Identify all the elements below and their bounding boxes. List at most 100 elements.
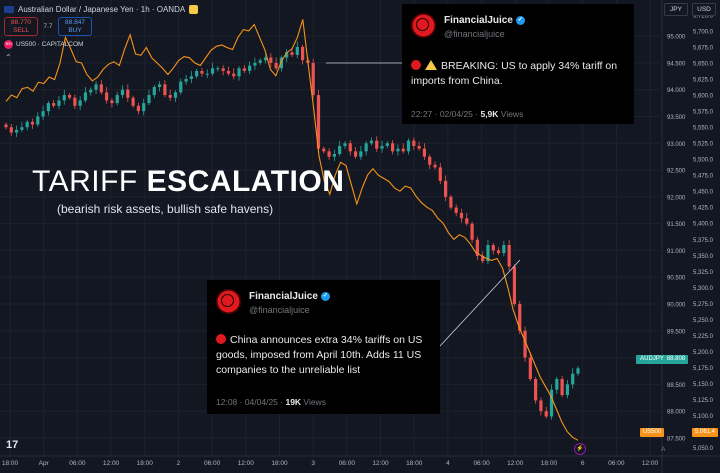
candle-body [105, 92, 109, 101]
candle-body [210, 68, 215, 74]
tweet-views-label: Views [498, 109, 524, 119]
avatar [216, 289, 241, 314]
candle-body [322, 148, 326, 152]
tweet-handle: @financialjuice [444, 29, 505, 39]
candle-body [14, 129, 19, 133]
candle-body [285, 52, 289, 58]
x-tick-label: 12:00 [507, 460, 524, 467]
y-tick-label-usd: 5,350.0 [693, 254, 714, 260]
y-tick-label-usd: 5,650.0 [693, 61, 714, 67]
tweet-body: China announces extra 34% tariffs on US … [216, 334, 423, 376]
tweet-author-name: FinancialJuice [249, 291, 318, 302]
candle-body [67, 95, 72, 98]
y-tick-label-jpy: 93.500 [667, 115, 686, 121]
y-tick-label-jpy: 94.000 [667, 88, 686, 94]
tweet-views-count: 19K [285, 397, 302, 407]
trade-buttons: 88.770 SELL 7.7 88.847 BUY [4, 17, 92, 36]
y-tick-label-usd: 5,450.0 [693, 190, 714, 196]
tweet-card-2[interactable]: FinancialJuice ✓ @financialjuice China an… [207, 280, 440, 414]
candle-body [327, 151, 331, 157]
candle-body [454, 207, 458, 213]
y-tick-label-jpy: 90.500 [667, 276, 686, 282]
overlay-legend[interactable]: 500 US500 · CAPITALCOM [4, 40, 83, 49]
buy-price: 88.847 [65, 19, 85, 26]
y-tick-label-jpy: 88.000 [667, 410, 686, 416]
x-tick-label: 18:00 [541, 460, 558, 467]
candle-body [263, 57, 268, 61]
candle-body [470, 223, 474, 240]
candle-body [438, 167, 442, 181]
candle-body [253, 62, 257, 66]
tweet-author: FinancialJuice ✓ [249, 291, 330, 302]
axis-unit-usd[interactable]: USD [692, 3, 716, 16]
symbol-title: Australian Dollar / Japanese Yen · 1h · … [18, 4, 186, 14]
y-tick-label-jpy: 92.500 [667, 169, 686, 175]
candle-body [25, 121, 29, 128]
candle-body [359, 151, 363, 157]
x-tick-label: 2 [177, 460, 181, 467]
candle-body [549, 389, 554, 417]
candle-body [41, 111, 45, 117]
y-tick-label-usd: 5,225.0 [693, 334, 714, 340]
y-tick-label-jpy: 93.000 [667, 142, 686, 148]
candle-body [491, 245, 495, 251]
candle-body [136, 105, 141, 112]
y-tick-label-usd: 5,200.0 [693, 350, 714, 356]
x-axis-time: 18:00 Apr 06:00 12:00 18:00 2 06:00 12:00 18:00 3… [2, 460, 659, 467]
y-axis-usd: 5,725.0 5,700.0 5,675.0 5,650.0 5,625.0 5,600… [693, 13, 714, 452]
candle-body [401, 148, 405, 152]
candle-body [269, 57, 273, 63]
candle-body [216, 68, 220, 70]
red-circle-icon [216, 334, 226, 344]
tradingview-logo-icon[interactable]: 17 [6, 439, 19, 451]
y-tick-label-usd: 5,375.0 [693, 238, 714, 244]
candle-body [205, 73, 209, 75]
auto-scale-toggle[interactable]: A [661, 446, 666, 453]
candle-body [406, 140, 411, 152]
y-tick-label-usd: 5,675.0 [693, 45, 714, 51]
candle-body [465, 218, 469, 224]
candle-body [9, 127, 13, 133]
candle-body [338, 145, 342, 154]
audjpy-price-label: 88.808 [664, 355, 688, 364]
candle-body [36, 116, 40, 125]
candle-body [62, 95, 66, 101]
candle-body [507, 245, 511, 267]
candle-body [157, 84, 162, 88]
lightning-badge-icon [189, 4, 199, 14]
candle-body [73, 97, 77, 106]
candle-body [422, 148, 427, 157]
chevron-up-icon[interactable]: ⌃ [5, 53, 12, 62]
candle-body [131, 97, 135, 106]
y-tick-label-usd: 5,050.0 [693, 446, 714, 452]
tweet-author-name: FinancialJuice [444, 15, 513, 26]
candle-body [385, 143, 389, 146]
sell-button[interactable]: 88.770 SELL [4, 17, 38, 36]
candle-body [391, 143, 395, 152]
y-tick-label-usd: 5,275.0 [693, 302, 714, 308]
buy-button[interactable]: 88.847 BUY [58, 17, 92, 36]
lightning-icon[interactable]: ⚡ [574, 443, 586, 455]
tweet-handle: @financialjuice [249, 305, 310, 315]
tweet-card-1[interactable]: FinancialJuice ✓ @financialjuice BREAKING… [402, 4, 634, 124]
candle-body [20, 127, 24, 130]
candle-body [433, 164, 437, 168]
axis-unit-jpy[interactable]: JPY [664, 3, 688, 16]
x-tick-label: 4 [446, 460, 450, 467]
candle-body [274, 62, 278, 69]
y-tick-label-usd: 5,600.0 [693, 94, 714, 100]
candle-body [200, 70, 204, 74]
candle-body [173, 92, 178, 98]
candle-body [115, 95, 119, 104]
candle-body [534, 379, 538, 401]
symbol-header[interactable]: Australian Dollar / Japanese Yen · 1h · … [4, 2, 199, 16]
x-tick-label: 12:00 [642, 460, 659, 467]
y-tick-label-usd: 5,550.0 [693, 126, 714, 132]
candle-body [417, 145, 421, 149]
y-tick-label-jpy: 94.500 [667, 61, 686, 67]
x-tick-label: 12:00 [372, 460, 389, 467]
headline-subtitle: (bearish risk assets, bullish safe haven… [57, 202, 274, 216]
candle-body [237, 68, 241, 77]
y-tick-label-usd: 5,475.0 [693, 174, 714, 180]
candle-body [311, 62, 315, 96]
